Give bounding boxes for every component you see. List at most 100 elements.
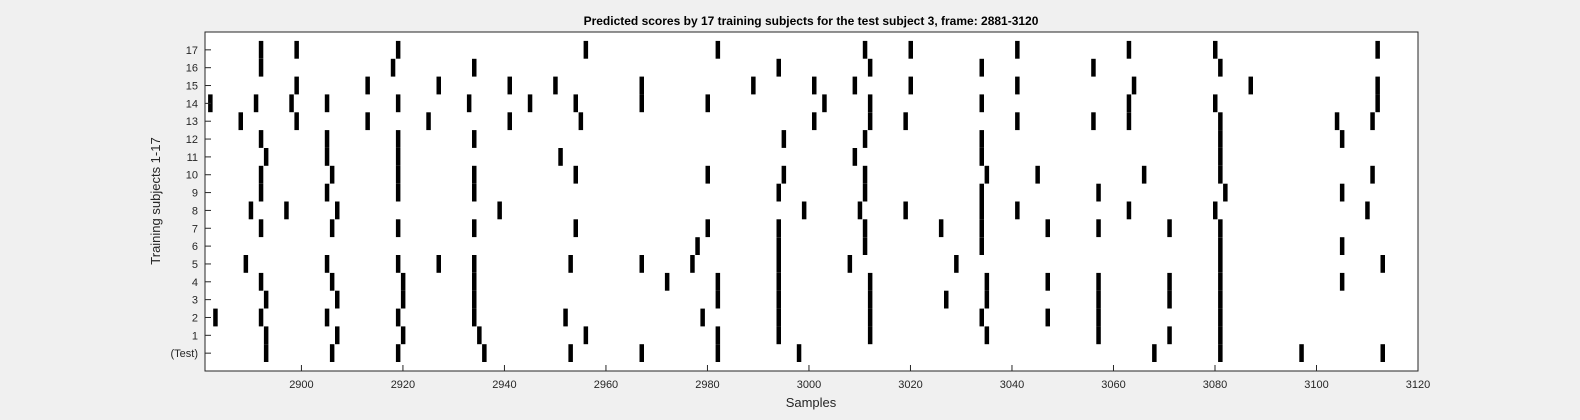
event-mark xyxy=(243,255,249,273)
event-mark xyxy=(984,326,990,345)
event-mark xyxy=(1218,272,1223,291)
event-mark xyxy=(690,255,695,273)
event-mark xyxy=(1380,344,1385,362)
event-mark xyxy=(1015,112,1020,131)
event-mark xyxy=(395,40,401,59)
y-tick-label: 5 xyxy=(192,259,198,271)
event-mark xyxy=(578,112,584,131)
event-mark xyxy=(979,148,984,166)
event-mark xyxy=(258,40,264,59)
event-mark xyxy=(365,76,370,95)
event-mark xyxy=(1218,130,1223,148)
event-mark xyxy=(796,344,802,362)
y-tick-label: 3 xyxy=(192,295,198,307)
y-axis-label: Training subjects 1-17 xyxy=(148,137,163,264)
event-mark xyxy=(1213,201,1218,220)
event-mark xyxy=(1218,255,1223,273)
event-mark xyxy=(558,148,563,166)
event-mark xyxy=(781,165,787,184)
event-mark xyxy=(979,237,984,255)
x-axis: 2900 2920 2940 2960 2980 3000 3020 3040 3060 3080… xyxy=(289,365,1430,391)
event-mark xyxy=(1045,308,1050,327)
event-mark xyxy=(1218,112,1223,131)
event-mark xyxy=(862,183,868,202)
event-mark xyxy=(1218,58,1223,77)
y-tick-label: 15 xyxy=(186,81,198,93)
event-mark xyxy=(507,112,512,131)
event-mark xyxy=(436,255,441,273)
y-tick-label: 6 xyxy=(192,241,198,253)
event-mark xyxy=(553,76,558,95)
event-mark xyxy=(903,112,908,131)
event-mark xyxy=(213,308,218,327)
event-mark xyxy=(294,112,299,131)
event-mark xyxy=(472,130,477,148)
event-mark xyxy=(263,148,269,166)
event-mark xyxy=(715,272,721,291)
event-mark xyxy=(776,58,781,77)
event-mark xyxy=(324,130,330,148)
event-mark xyxy=(324,308,330,327)
event-mark xyxy=(852,76,858,95)
event-mark xyxy=(1365,201,1370,220)
event-mark xyxy=(776,255,781,273)
event-mark xyxy=(1167,272,1172,291)
event-mark xyxy=(1015,76,1020,95)
event-mark xyxy=(1213,94,1218,113)
event-mark xyxy=(979,201,984,220)
event-mark xyxy=(472,308,477,327)
y-tick-label: 10 xyxy=(186,170,198,182)
event-mark xyxy=(903,201,908,220)
event-mark xyxy=(400,326,406,345)
event-mark xyxy=(781,130,787,148)
event-mark xyxy=(324,148,330,166)
y-tick-label: 8 xyxy=(192,205,198,217)
event-mark xyxy=(852,148,858,166)
event-mark xyxy=(857,201,863,220)
event-mark xyxy=(1370,112,1375,131)
event-mark xyxy=(329,272,335,291)
event-mark xyxy=(1334,112,1340,131)
event-mark xyxy=(1339,272,1345,291)
event-mark xyxy=(1167,219,1172,238)
event-mark xyxy=(482,344,487,362)
x-tick-label: 3000 xyxy=(797,379,821,391)
event-mark xyxy=(867,272,873,291)
x-tick-label: 2940 xyxy=(492,379,516,391)
event-mark xyxy=(984,165,990,184)
event-mark xyxy=(583,40,589,59)
event-mark xyxy=(1045,272,1050,291)
event-mark xyxy=(1035,165,1040,184)
event-mark xyxy=(801,201,807,220)
y-tick-label: 12 xyxy=(186,134,198,146)
event-mark xyxy=(466,94,472,113)
event-mark xyxy=(1218,165,1223,184)
event-mark xyxy=(472,219,477,238)
event-mark xyxy=(954,255,959,273)
event-mark xyxy=(395,344,401,362)
event-mark xyxy=(862,237,868,255)
event-mark xyxy=(822,94,827,113)
x-tick-label: 3120 xyxy=(1406,379,1430,391)
event-mark xyxy=(395,308,401,327)
event-mark xyxy=(395,255,401,273)
event-mark xyxy=(583,326,589,345)
event-mark xyxy=(472,290,477,309)
event-mark xyxy=(908,76,913,95)
event-mark xyxy=(258,58,264,77)
event-mark xyxy=(1096,219,1101,238)
event-mark xyxy=(1339,130,1345,148)
event-mark xyxy=(944,290,949,309)
x-tick-label: 2920 xyxy=(391,379,415,391)
x-tick-label: 2960 xyxy=(594,379,618,391)
event-mark xyxy=(289,94,294,113)
event-mark xyxy=(705,165,710,184)
event-mark xyxy=(984,272,990,291)
event-mark xyxy=(472,272,477,291)
event-mark xyxy=(1096,290,1101,309)
event-mark xyxy=(324,255,330,273)
event-mark xyxy=(1126,112,1132,131)
event-mark xyxy=(395,94,401,113)
